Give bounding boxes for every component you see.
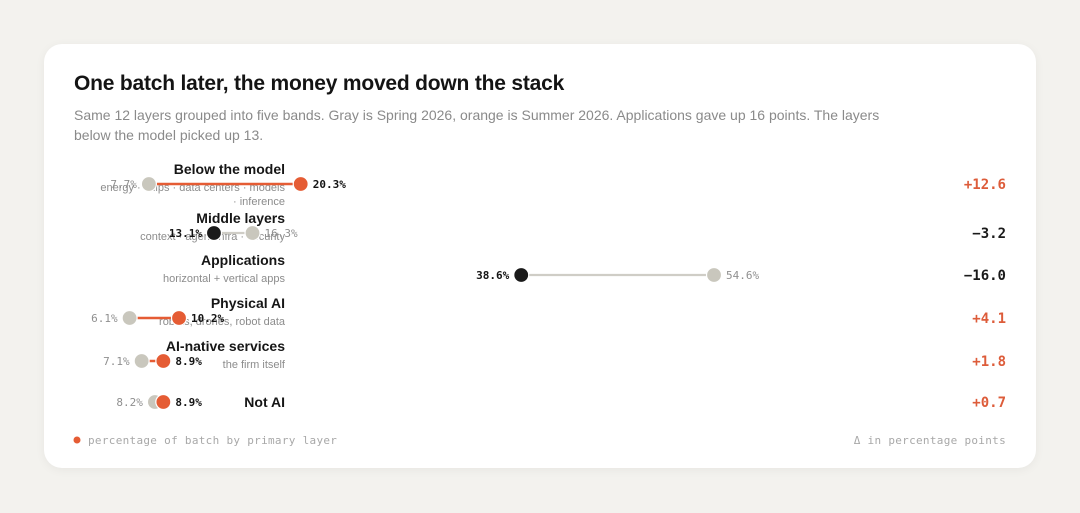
row-sublabel: robots, drones, robot data <box>159 316 286 328</box>
delta-value: −16.0 <box>964 268 1006 284</box>
summer-dot <box>292 175 309 193</box>
chart-title: One batch later, the money moved down th… <box>74 72 565 95</box>
spring-value-label: 7.7% <box>110 178 137 191</box>
delta-value: −3.2 <box>972 226 1006 242</box>
row-sublabel: horizontal + vertical apps <box>163 273 285 285</box>
spring-value-label: 16.3% <box>265 227 298 240</box>
summer-value-label: 13.1% <box>169 227 202 240</box>
summer-value-label: 38.6% <box>476 269 509 282</box>
summer-dot <box>155 393 172 411</box>
legend-text: percentage of batch by primary layer <box>88 434 337 447</box>
chart-row: AI-native services the firm itself 7.1% 8.9… <box>103 338 1006 371</box>
legend-dot <box>73 436 81 444</box>
delta-value: +12.6 <box>964 177 1006 193</box>
row-sublabel: the firm itself <box>223 359 286 371</box>
spring-value-label: 8.2% <box>116 396 143 409</box>
spring-dot <box>244 224 261 242</box>
chart-card: One batch later, the money moved down th… <box>44 44 1036 468</box>
delta-value: +4.1 <box>972 311 1006 327</box>
summer-value-label: 20.3% <box>313 178 346 191</box>
summer-dot <box>513 266 530 284</box>
delta-value: +1.8 <box>972 354 1006 370</box>
delta-value: +0.7 <box>972 395 1006 411</box>
row-label: Physical AI <box>211 295 285 311</box>
spring-dot <box>140 175 157 193</box>
spring-value-label: 54.6% <box>726 269 759 282</box>
summer-value-label: 10.2% <box>191 312 224 325</box>
row-sublabel: · inference <box>233 196 285 208</box>
row-label: Not AI <box>244 394 285 410</box>
chart-subtitle: Same 12 layers grouped into five bands. … <box>74 107 880 143</box>
summer-value-label: 8.9% <box>175 396 202 409</box>
summer-value-label: 8.9% <box>175 355 202 368</box>
spring-dot <box>705 266 723 284</box>
row-label: Below the model <box>174 161 285 177</box>
chart-row: Not AI 8.2% 8.9% +0.7 <box>116 393 1006 411</box>
row-label: AI-native services <box>166 338 285 354</box>
chart-row: Physical AI robots, drones, robot data 6.1… <box>91 295 1006 328</box>
summer-dot <box>155 352 172 370</box>
delta-unit-note: Δ in percentage points <box>854 434 1006 447</box>
summer-dot <box>170 309 188 327</box>
row-label: Middle layers <box>196 210 285 226</box>
row-label: Applications <box>201 252 285 268</box>
spring-dot <box>121 309 138 327</box>
summer-dot <box>205 224 223 242</box>
spring-value-label: 7.1% <box>103 355 130 368</box>
spring-value-label: 6.1% <box>91 312 118 325</box>
spring-dot <box>133 352 150 370</box>
chart-row: Applications horizontal + vertical apps 54… <box>163 252 1006 285</box>
